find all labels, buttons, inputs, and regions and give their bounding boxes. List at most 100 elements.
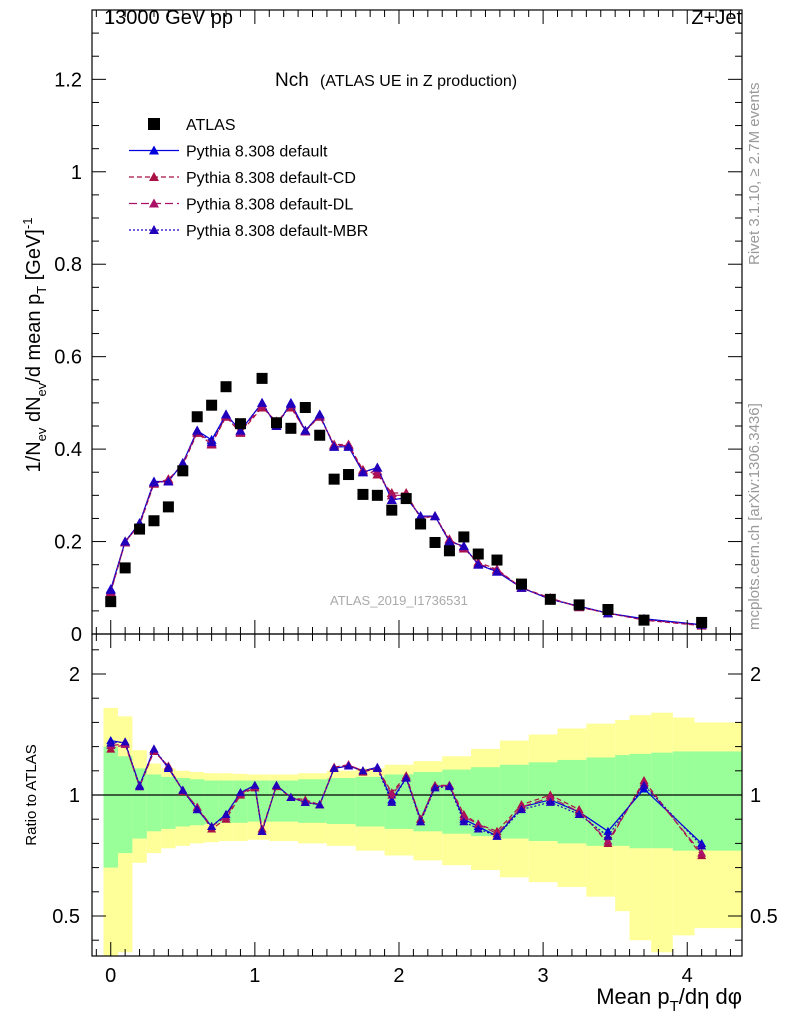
- atlas-data-point: [400, 493, 412, 505]
- atlas-data-point: [206, 399, 218, 411]
- ratio-marker-2: [545, 792, 555, 802]
- y-tick-label: 0: [71, 624, 82, 646]
- series-marker-3: [148, 477, 159, 487]
- atlas-data-point: [472, 548, 484, 560]
- ratio-marker-3: [401, 773, 411, 782]
- ratio-marker-3: [135, 782, 145, 791]
- atlas-data-point: [314, 429, 326, 441]
- y-tick-label: 0.8: [54, 254, 82, 276]
- atlas-data-point: [299, 402, 311, 414]
- legend-label-atlas: ATLAS: [186, 117, 236, 134]
- series-marker-3: [300, 425, 311, 435]
- atlas-data-point: [343, 469, 355, 481]
- watermark-analysis-id: ATLAS_2019_I1736531: [330, 593, 468, 608]
- atlas-data-point: [357, 488, 369, 500]
- ratio-marker-3: [250, 780, 260, 789]
- ratio-marker-3: [329, 763, 339, 772]
- header-right-process: Z+Jet: [691, 7, 742, 29]
- main-panel-frame: [91, 9, 743, 635]
- ratio-marker-3: [416, 817, 426, 826]
- series-marker-3: [257, 397, 268, 407]
- series-marker-3: [357, 467, 368, 477]
- green-band-segment: [161, 776, 176, 829]
- panel-title: Nch: [275, 70, 309, 91]
- ratio-marker-2: [473, 819, 483, 828]
- atlas-data-point: [573, 599, 585, 611]
- panel-subtitle: (ATLAS UE in Z production): [320, 73, 517, 90]
- ratio-marker-3: [163, 762, 173, 771]
- ratio-y-tick-label-left: 0.5: [52, 906, 80, 928]
- x-tick-label: 2: [393, 965, 404, 987]
- y-axis-title: 1/Nev dNev/d mean pT [GeV]-1: [20, 218, 49, 473]
- series-marker-3: [473, 559, 484, 569]
- ratio-marker-3: [106, 738, 116, 747]
- y-tick-label: 0.2: [54, 532, 82, 554]
- legend: ATLAS Pythia 8.308 default Pythia 8.308 de…: [129, 117, 368, 240]
- ratio-line-1: [110, 743, 703, 856]
- legend-marker-2: [149, 198, 159, 208]
- green-band-segment: [117, 756, 133, 854]
- series-marker-3: [444, 536, 455, 546]
- atlas-data-point: [105, 596, 117, 608]
- ratio-marker-3: [235, 788, 245, 797]
- ratio-marker-2: [459, 812, 469, 821]
- atlas-data-point: [119, 562, 131, 574]
- series-marker-3: [430, 511, 441, 521]
- ratio-uncertainty-bands: [92, 707, 742, 956]
- series-marker-2: [386, 490, 397, 500]
- ratio-marker-3: [697, 841, 707, 850]
- atlas-data-point: [328, 473, 340, 485]
- series-marker-3: [386, 494, 397, 504]
- green-band-segment: [204, 780, 219, 825]
- series-marker-3: [415, 511, 426, 521]
- ratio-line-2: [110, 743, 703, 854]
- ratio-y-tick-label-left: 2: [69, 664, 80, 686]
- series-marker-3: [163, 476, 174, 486]
- series-marker-3: [206, 437, 217, 447]
- axis-ticks: 0 1 2 3 4 0 0.2 0.4 0.6 0.8 1 1.2 0.5 0.5 1 1 2 2: [52, 10, 778, 987]
- legend-marker-atlas: [148, 118, 160, 130]
- legend-label-1: Pythia 8.308 default-CD: [186, 170, 356, 187]
- green-band-segment: [326, 778, 356, 825]
- legend-label-2: Pythia 8.308 default-DL: [186, 197, 353, 214]
- atlas-data-point: [371, 489, 383, 501]
- atlas-data-point: [458, 531, 470, 543]
- ratio-marker-3: [257, 826, 267, 835]
- atlas-data-point: [515, 578, 527, 590]
- ratio-marker-3: [372, 763, 382, 772]
- series-marker-3: [329, 441, 340, 451]
- x-axis-title: Mean pT/dη dφ: [596, 984, 742, 1015]
- side-label-rivet: Rivet 3.1.10, ≥ 2.7M events: [746, 82, 763, 266]
- series-marker-3: [314, 409, 325, 419]
- ratio-line-3: [110, 741, 703, 847]
- green-band-segment: [103, 746, 118, 868]
- green-band-segment: [586, 757, 616, 846]
- ratio-y-tick-label-right: 2: [750, 664, 761, 686]
- series-marker-3: [192, 425, 203, 435]
- green-band-segment: [615, 755, 630, 846]
- ratio-marker-3: [430, 783, 440, 792]
- ratio-marker-3: [286, 792, 296, 802]
- x-tick-label: 1: [249, 965, 260, 987]
- atlas-data-point: [191, 411, 203, 423]
- ratio-marker-3: [459, 817, 469, 826]
- green-band-segment: [629, 753, 652, 849]
- main-panel-atlas-data: [105, 372, 708, 628]
- atlas-data-point: [602, 604, 614, 616]
- x-tick-label: 0: [105, 965, 116, 987]
- ratio-marker-3: [358, 766, 368, 775]
- series-marker-3: [177, 457, 188, 467]
- atlas-data-point: [443, 545, 455, 557]
- ratio-y-tick-label-right: 1: [750, 785, 761, 807]
- atlas-data-point: [234, 418, 246, 430]
- ratio-marker-2: [603, 836, 613, 845]
- ratio-marker-3: [300, 797, 310, 806]
- y-tick-label: 1: [71, 162, 82, 184]
- series-marker-3: [221, 409, 232, 419]
- atlas-data-point: [638, 614, 650, 626]
- ratio-marker-3: [271, 780, 281, 789]
- atlas-data-point: [415, 518, 427, 530]
- series-marker-3: [105, 585, 116, 595]
- legend-label-3: Pythia 8.308 default-MBR: [186, 223, 368, 240]
